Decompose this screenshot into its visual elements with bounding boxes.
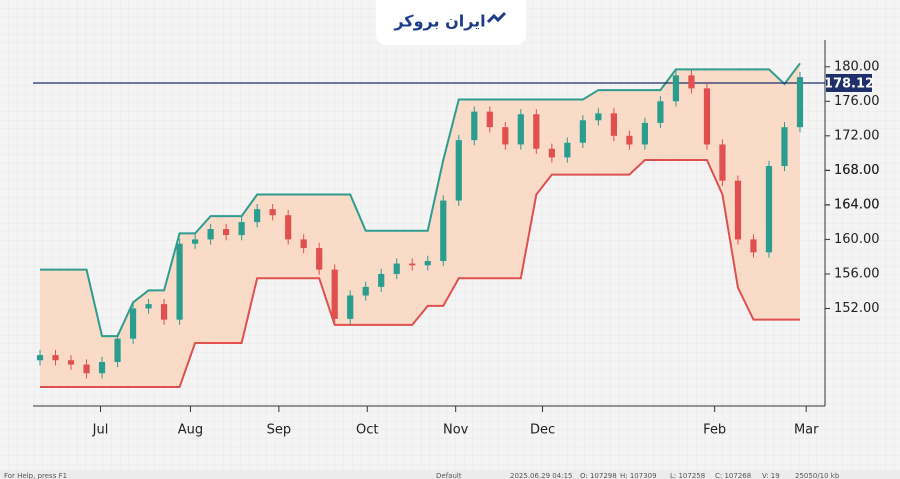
y-tick-label: 172.00 xyxy=(834,128,880,143)
candle-body xyxy=(703,88,711,145)
candle-body xyxy=(440,200,447,261)
candle-body xyxy=(36,355,44,361)
candle-body xyxy=(98,361,106,374)
candle-body xyxy=(114,338,121,362)
candle-body xyxy=(672,75,680,102)
candle-body xyxy=(502,127,509,145)
candle-body xyxy=(533,114,540,149)
candle-body xyxy=(192,239,199,244)
candle-body xyxy=(765,166,773,253)
status-text: H: 107309 xyxy=(620,472,657,479)
x-tick-label: Sep xyxy=(267,423,292,438)
candle-body xyxy=(796,77,804,128)
status-text: For Help, press F1 xyxy=(4,472,67,479)
candle-body xyxy=(67,360,75,365)
x-tick-label: Jul xyxy=(92,423,109,438)
candle-body xyxy=(300,239,307,249)
candle-body xyxy=(595,113,602,121)
y-tick-label: 176.00 xyxy=(834,94,880,109)
candle-body xyxy=(83,364,90,374)
status-text: O: 107298 xyxy=(580,472,617,479)
status-text: C: 107268 xyxy=(715,472,751,479)
candle-body xyxy=(641,122,648,145)
x-tick-label: Oct xyxy=(356,423,378,438)
lower-channel xyxy=(40,158,800,389)
candle-body xyxy=(238,222,245,236)
candle-body xyxy=(548,148,555,158)
y-tick-label: 156.00 xyxy=(834,266,880,281)
y-tick-label: 152.00 xyxy=(834,301,880,316)
x-tick-label: Mar xyxy=(794,423,819,438)
logo-box xyxy=(376,0,526,45)
status-text: 25050/10 kb xyxy=(795,472,840,479)
y-tick-label: 164.00 xyxy=(834,197,880,212)
price-label-box xyxy=(826,73,872,92)
candle-body xyxy=(331,269,338,319)
x-tick-label: Dec xyxy=(530,423,555,438)
candle-body xyxy=(579,120,586,143)
candle-body xyxy=(347,295,354,319)
candle-body xyxy=(316,248,323,270)
y-tick-label: 180.00 xyxy=(834,59,880,74)
candle-body xyxy=(254,209,261,223)
candle-body xyxy=(719,144,726,181)
candle-body xyxy=(455,140,462,201)
status-text: L: 107258 xyxy=(670,472,705,479)
logo-text: ایران بروکر xyxy=(393,12,485,31)
status-bar xyxy=(0,470,900,479)
channel-fill xyxy=(40,63,800,388)
candle-body xyxy=(176,243,183,320)
candle-body xyxy=(393,263,400,274)
price-label: 178.12 xyxy=(824,76,874,91)
candle-body xyxy=(52,355,59,361)
x-tick-label: Aug xyxy=(178,423,203,438)
y-tick-label: 168.00 xyxy=(834,163,880,178)
candle-body xyxy=(471,111,478,141)
candle-body xyxy=(378,273,385,287)
status-text: V: 19 xyxy=(762,472,780,479)
candle-body xyxy=(207,229,214,240)
y-tick-label: 160.00 xyxy=(834,232,880,247)
candle-body xyxy=(564,142,571,158)
upper-channel xyxy=(40,62,801,338)
candle-body xyxy=(610,113,617,136)
candle-body xyxy=(626,135,633,145)
candle-body xyxy=(285,215,292,240)
candle-body xyxy=(160,304,168,320)
candle-body xyxy=(750,239,757,253)
candle-body xyxy=(362,286,369,296)
candle-body xyxy=(145,304,152,309)
y-tick-label: 164.00 xyxy=(834,197,880,212)
candle-body xyxy=(269,209,276,216)
logo-icon xyxy=(486,11,507,24)
x-tick-label: Feb xyxy=(703,423,726,438)
candle-body xyxy=(424,260,431,266)
candle-body xyxy=(486,111,493,128)
x-tick-label: Nov xyxy=(443,423,469,438)
candle-body xyxy=(409,263,416,266)
candle-body xyxy=(223,229,230,236)
y-tick-label: 168.00 xyxy=(834,163,880,178)
candle-body xyxy=(517,114,524,145)
candle-body xyxy=(129,308,137,339)
candle-body xyxy=(688,75,695,89)
status-text: 2025.06.29 04:15 xyxy=(510,472,572,479)
status-text: Default xyxy=(436,472,462,479)
candle-body xyxy=(781,127,788,167)
candle-body xyxy=(657,101,664,123)
candle-body xyxy=(734,180,742,240)
